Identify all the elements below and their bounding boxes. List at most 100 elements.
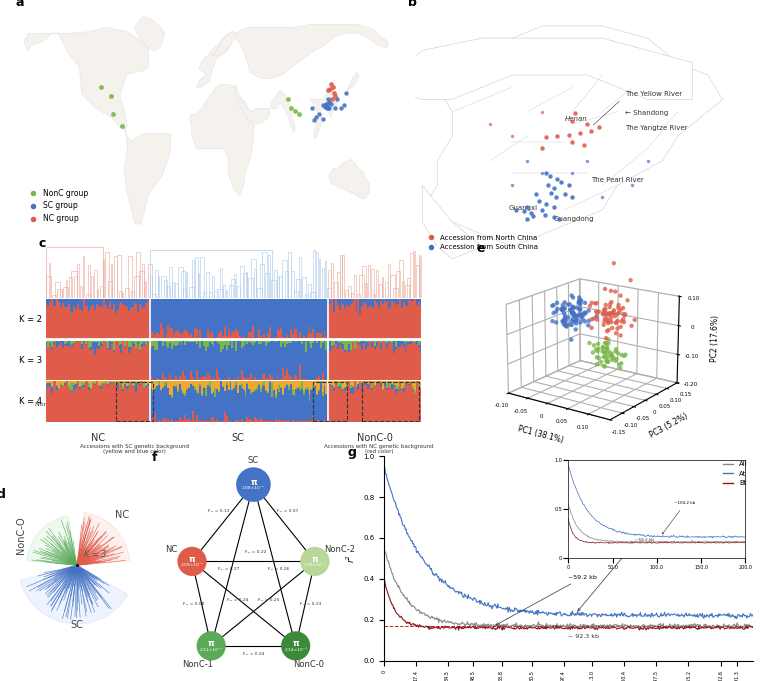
Bar [60,381,62,383]
Bar [348,307,350,339]
Bar [319,332,322,339]
Bar [162,381,164,387]
Bar [121,302,122,339]
Bar [356,311,357,339]
Bar [371,388,372,390]
Bar [288,381,290,386]
Bar [260,388,262,392]
Bt [558,624,567,632]
Bar [267,343,269,379]
Bar [187,299,188,331]
Bar [276,389,279,420]
Bar [101,384,104,385]
Bar [227,299,230,329]
Bar [205,340,207,351]
Bar [88,348,91,349]
Point [536,204,548,215]
Bar [192,340,194,342]
Bar [187,419,188,422]
Bar [166,381,167,383]
Bar [60,385,62,386]
Bar [367,384,369,390]
Bar [184,415,187,422]
Bar [192,337,194,339]
Bar [352,387,354,394]
Bar [74,381,75,383]
Bar [258,420,260,422]
Point [641,155,654,166]
Point [551,174,564,185]
Bar [395,349,397,381]
Bar [58,302,60,339]
Bar [380,340,382,343]
Bar [60,299,62,307]
Bar [337,387,339,388]
Bar [322,340,323,343]
Bar [81,385,83,387]
Bar [306,340,309,380]
Bar [282,394,284,395]
Bar [372,299,375,308]
Bar [56,386,58,390]
Bt [379,573,389,582]
Bar [81,344,83,349]
Point [562,180,574,191]
Bar [217,419,218,422]
Bar [164,385,166,418]
Bar [339,299,340,310]
Bar [175,376,177,381]
Bar [145,385,147,386]
Bar [410,341,412,344]
Bar [113,351,114,381]
Bar [114,299,117,313]
Bar [267,381,269,392]
Bar [210,394,213,417]
Bar [151,347,152,376]
All [379,543,389,552]
Bar [209,387,210,421]
Point [319,98,332,109]
Text: SC: SC [232,432,244,443]
Bar [371,347,372,381]
Bar [367,381,369,384]
Bar [414,393,415,422]
Bar [410,299,412,301]
Bar [280,387,282,420]
Bar [147,299,149,301]
Bar [87,340,88,381]
Bar [247,384,248,417]
Bar [135,304,137,339]
Bar [47,340,49,347]
Bar [49,345,51,381]
Polygon shape [422,185,482,259]
Bar [243,336,244,339]
Bar [210,381,213,393]
Bar [288,340,290,343]
Bar [98,349,100,381]
Bar [256,381,258,387]
Bar [158,385,160,420]
Bar [121,381,122,383]
Bar [51,299,53,339]
Bar [267,420,269,422]
Bar [197,340,200,341]
Bar [143,382,145,387]
At [579,609,588,618]
Bar [108,309,109,339]
Bar [397,389,399,392]
Bar [357,390,359,422]
Bar [367,340,369,343]
Bar [260,340,262,344]
Bar [250,390,252,394]
Bar [389,383,392,387]
Bar [313,381,314,385]
Bar [114,381,117,383]
Bar [96,349,98,381]
Bar [301,344,303,379]
Bar [131,340,134,342]
Bar [145,299,147,302]
Bar [339,383,340,385]
Bar [322,421,323,422]
Bar [418,387,419,389]
Bar [415,381,418,422]
